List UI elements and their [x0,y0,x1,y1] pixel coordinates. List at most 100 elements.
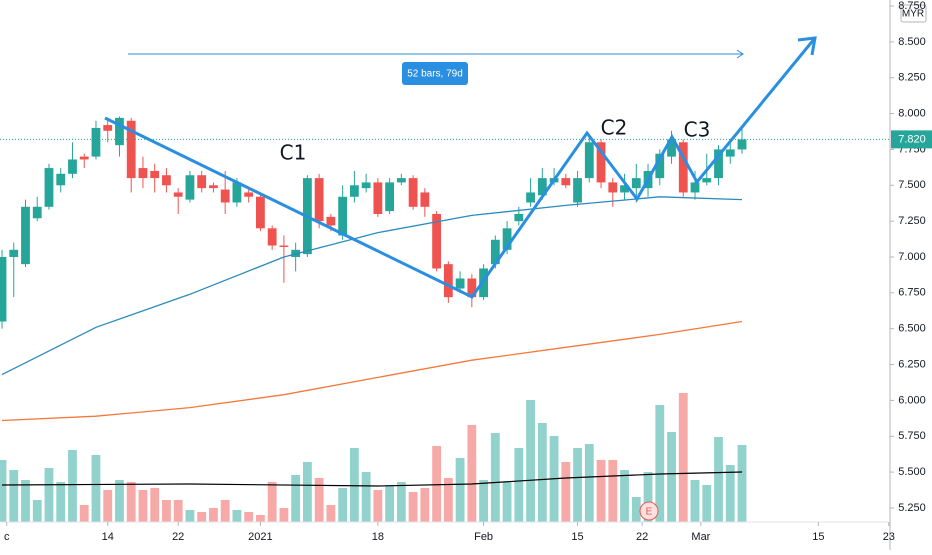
x-tick-label: 22 [172,531,184,543]
candle-body [56,173,66,186]
candle-body [361,182,371,189]
volume-bar [714,437,723,522]
candle-body [408,178,418,207]
candle-body [267,228,277,246]
candle-body [514,213,524,222]
y-tick-label: 6.500 [898,323,926,335]
candle-body [162,175,171,186]
candle-body [209,185,218,189]
candle-body [232,182,242,203]
volume-bar [655,405,665,522]
volume-bar [326,505,336,522]
volume-bar [678,393,688,522]
x-tick-label: 18 [372,531,384,543]
volume-bar [220,500,230,522]
y-tick-label: 8.500 [898,36,926,48]
volume-bar [267,482,277,522]
candle-body [385,182,395,212]
volume-bar [667,432,676,522]
candle-body [44,168,54,207]
volume-bar [561,462,571,522]
volume-bar [349,448,359,522]
candle-body [279,245,289,247]
volume-bar [91,455,101,522]
candle-body [608,182,618,193]
candle-body [655,153,665,179]
volume-bar [138,490,148,522]
volume-bar [443,478,453,522]
volume-bar [162,500,171,522]
x-tick-label: Feb [474,531,493,543]
volume-bar [620,470,629,522]
x-tick-label: c [4,531,10,543]
candle-body [631,178,641,189]
y-tick-label: 6.000 [898,394,926,406]
candle-body [537,178,547,196]
volume-bar [537,423,547,522]
volume-layer [0,393,747,522]
candle-body [667,139,676,157]
candle-body [150,170,160,179]
candle-body [9,249,19,257]
range-label: 52 bars, 79d [407,69,463,80]
volume-bar [690,480,700,522]
earnings-marker[interactable] [639,501,659,521]
trend-drawing[interactable] [104,37,817,299]
y-tick-label: 6.750 [898,287,926,299]
volume-bar [68,450,77,522]
volume-bar [9,470,19,522]
candle-body [126,120,136,179]
volume-bar [314,478,324,522]
x-tick-label: 15 [812,531,824,543]
candle-body [256,196,265,229]
volume-bar [185,510,195,522]
candle-body [220,189,230,203]
volume-bar [502,482,512,522]
candle-body [596,142,606,183]
volume-bar [408,492,418,522]
candle-body [91,127,101,157]
x-tick-label: 14 [102,531,114,543]
volume-bar [103,490,113,522]
candle-body [573,178,582,203]
volume-bar [79,505,89,522]
candle-body [68,159,77,174]
volume-bar [514,448,524,522]
volume-bar [432,446,442,522]
y-tick-label: 7.500 [898,179,926,191]
volume-bar [115,480,124,522]
candle-body [338,196,348,236]
currency-box[interactable] [900,4,927,23]
candle-body [526,192,535,203]
candle-body [79,156,89,160]
y-tick-label: 8.000 [898,107,926,119]
volume-bar [279,508,289,522]
x-tick-label: 22 [636,531,648,543]
arrow-head [797,36,817,56]
candle-body [455,278,465,289]
candle-body [0,256,7,322]
candle-body [620,185,629,193]
volume-bar [126,482,136,522]
candle-body [702,178,712,183]
volume-bar [44,468,54,522]
candle-body [725,149,735,157]
volume-bar [396,482,406,522]
candle-body [349,185,359,197]
candle-body [21,206,30,265]
candle-body [314,178,324,222]
volume-bar [173,500,183,522]
volume-bar [209,508,218,522]
volume-bar [643,472,653,522]
volume-ma [1,471,743,487]
volume-bar [479,480,488,522]
y-tick-label: 5.250 [898,502,926,514]
volume-bar [361,472,371,522]
candle-body [561,178,571,186]
candle-body [32,206,42,219]
volume-bar [455,458,465,522]
volume-bar [725,465,735,522]
y-tick-label: 7.250 [898,215,926,227]
volume-bar [32,500,42,522]
